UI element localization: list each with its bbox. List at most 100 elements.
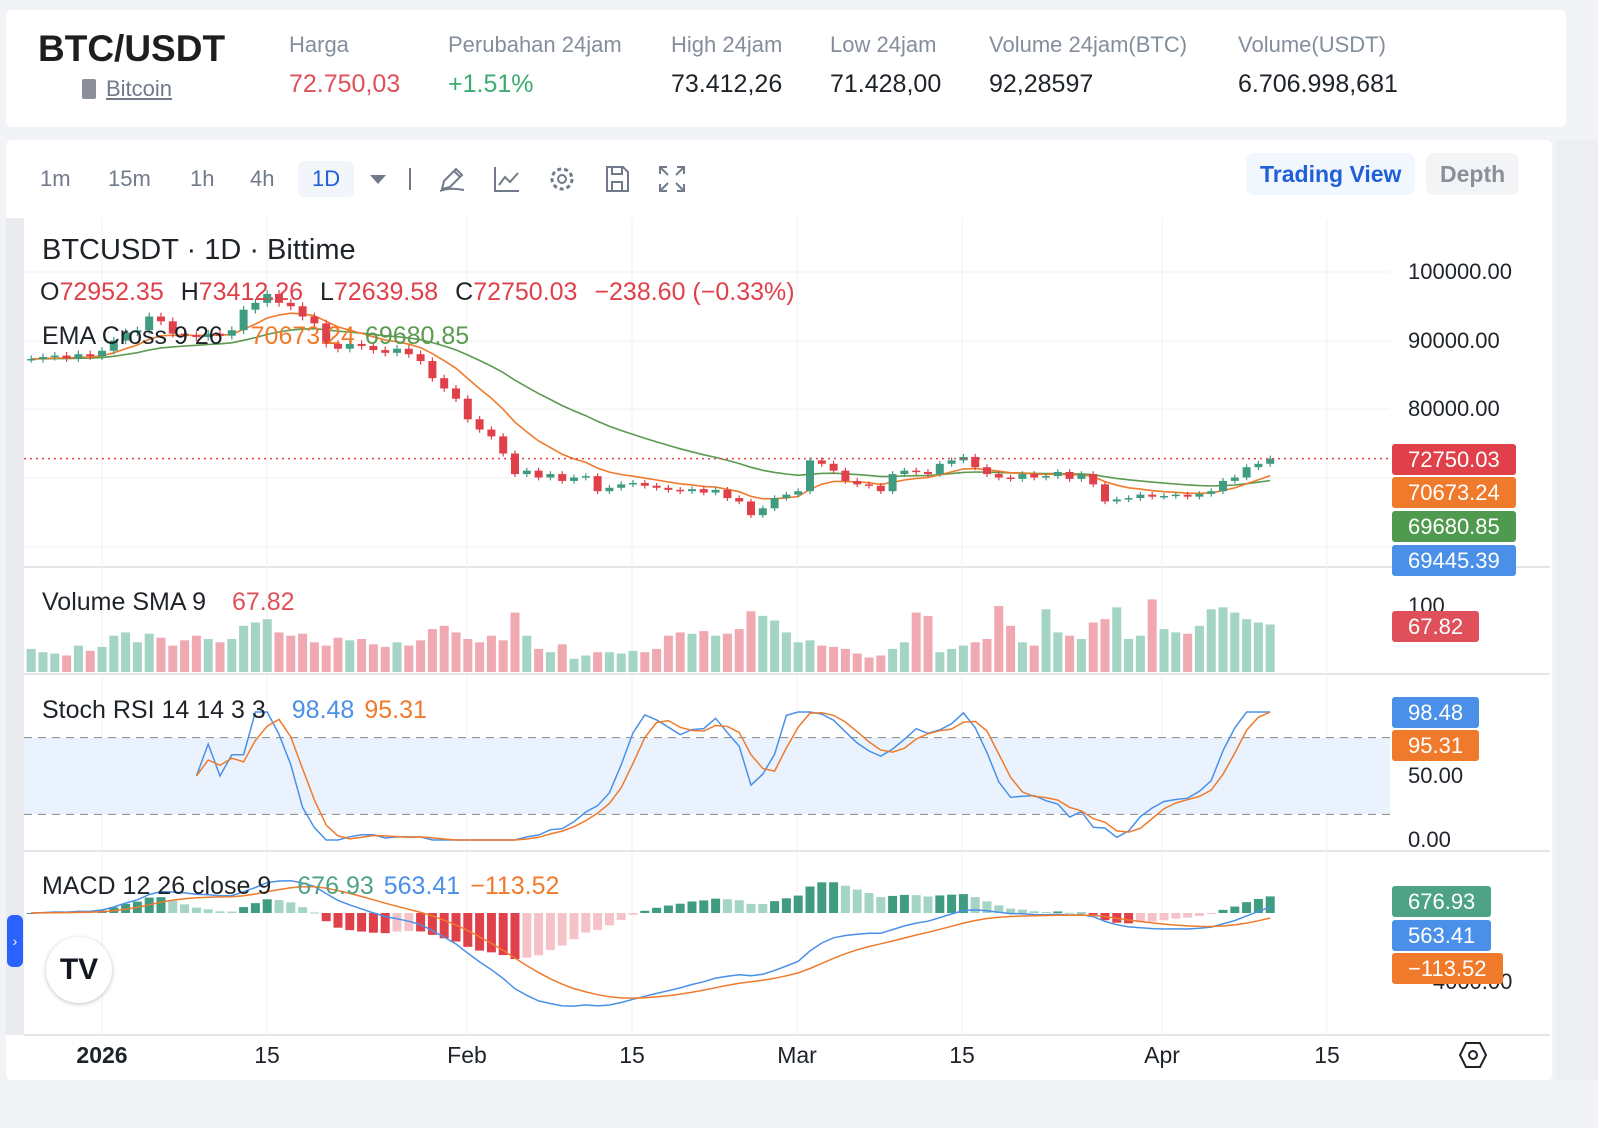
close-label: C: [455, 278, 474, 306]
macd-histogram-bar: [628, 913, 638, 915]
candle-body: [1030, 474, 1039, 478]
stat-label: Volume(USDT): [1238, 32, 1386, 57]
candle-body: [853, 480, 862, 485]
volume-bar: [168, 645, 178, 672]
volume-bar: [404, 645, 414, 672]
macd-histogram-bar: [911, 895, 921, 913]
tab-depth[interactable]: Depth: [1426, 153, 1520, 195]
volume-bar: [616, 653, 626, 672]
volume-bar: [227, 639, 237, 672]
candle-body: [1065, 472, 1074, 479]
macd-histogram-bar: [250, 903, 260, 913]
macd-histogram-bar: [652, 907, 662, 913]
macd-histogram-bar: [1230, 906, 1240, 913]
volume-bar: [156, 637, 166, 672]
macd-histogram-bar: [770, 901, 780, 913]
macd-histogram-bar: [840, 885, 850, 913]
macd-histogram-bar: [1124, 913, 1134, 924]
macd-histogram-bar: [852, 889, 862, 913]
volume-bar: [581, 655, 591, 672]
volume-label: Volume SMA 9: [42, 588, 206, 616]
macd-value: 563.41: [383, 872, 461, 900]
timeframe-4h[interactable]: 4h: [250, 166, 275, 191]
time-axis-label: 15: [949, 1042, 975, 1068]
macd-histogram-bar: [711, 898, 721, 913]
macd-histogram-bar: [958, 894, 968, 913]
volume-bar: [534, 648, 544, 672]
time-axis-label: Apr: [1144, 1042, 1180, 1068]
book-icon: [82, 79, 96, 99]
volume-bar: [132, 642, 142, 672]
macd-histogram-bar: [699, 900, 709, 913]
candle-body: [499, 436, 508, 454]
macd-histogram-bar: [475, 913, 485, 951]
volume-bar: [1088, 622, 1098, 672]
macd-histogram-bar: [616, 913, 626, 920]
macd-histogram-bar: [1065, 912, 1075, 914]
volume-bar: [510, 612, 520, 672]
candle-body: [994, 474, 1003, 478]
macd-signal-value: −113.52: [470, 872, 560, 900]
candle-body: [747, 501, 755, 516]
expand-toolbar-button[interactable]: ›: [7, 915, 23, 967]
macd-histogram-bar: [982, 901, 992, 913]
macd-histogram-bar: [180, 904, 190, 913]
macd-histogram-bar: [569, 913, 579, 940]
candle-body: [239, 309, 248, 331]
volume-bar: [1017, 642, 1027, 672]
candle-body: [1254, 463, 1263, 468]
volume-bar: [333, 637, 343, 672]
fullscreen-icon[interactable]: [656, 163, 688, 195]
dropdown-icon[interactable]: [362, 163, 394, 195]
gear-icon[interactable]: [546, 163, 578, 195]
volume-bar: [1135, 635, 1145, 672]
save-icon[interactable]: [601, 163, 633, 195]
stat-label: Perubahan 24jam: [448, 32, 622, 57]
macd-histogram-bar: [734, 900, 744, 913]
candle-body: [723, 489, 732, 499]
timeframe-1m[interactable]: 1m: [40, 166, 71, 191]
macd-histogram-bar: [1265, 896, 1275, 913]
volume-bar: [604, 652, 614, 672]
volume-bar: [569, 658, 579, 672]
macd-histogram-bar: [357, 913, 367, 932]
tradingview-logo[interactable]: TV: [46, 937, 112, 1003]
tab-trading-view[interactable]: Trading View: [1246, 153, 1416, 195]
low-value: 72639.58: [333, 278, 439, 306]
candle-body: [204, 333, 213, 338]
macd-hist-value: 676.93: [297, 872, 374, 900]
timeframe-1h[interactable]: 1h: [190, 166, 215, 191]
candle-body: [581, 476, 590, 478]
ema9-line: [31, 312, 1271, 500]
volume-sma-value: 67.82: [231, 588, 295, 616]
volume-bar: [545, 652, 555, 672]
macd-histogram-bar: [1194, 913, 1204, 916]
macd-label: MACD 12 26 close 9: [42, 872, 272, 900]
macd-histogram-bar: [864, 892, 874, 913]
candle-body: [841, 470, 850, 481]
volume-bar: [970, 642, 980, 672]
pencil-draw-icon[interactable]: [436, 163, 468, 195]
ema26-line: [31, 327, 1271, 487]
stat-value: 73.412,26: [671, 70, 783, 98]
stoch-band: [24, 737, 1390, 815]
coin-link[interactable]: Bitcoin: [82, 76, 172, 102]
macd-histogram-bar: [829, 882, 839, 913]
volume-bar: [1112, 607, 1122, 672]
timeframe-1D[interactable]: 1D: [298, 161, 355, 197]
candle-body: [983, 467, 991, 475]
volume-bar: [593, 652, 603, 672]
candle-body: [145, 316, 154, 331]
volume-bar: [557, 644, 567, 672]
volume-bar: [380, 646, 390, 672]
volume-bar: [73, 645, 83, 672]
macd-histogram-bar: [1029, 911, 1039, 913]
price-tag: 72750.03: [1392, 444, 1516, 475]
price-axis-label: 80000.00: [1408, 396, 1500, 421]
macd-histogram-bar: [522, 913, 532, 958]
candle-body: [133, 330, 142, 333]
chart-settings-hex-icon[interactable]: [1458, 1040, 1488, 1070]
indicator-chart-icon[interactable]: [491, 163, 523, 195]
timeframe-15m[interactable]: 15m: [108, 166, 151, 191]
